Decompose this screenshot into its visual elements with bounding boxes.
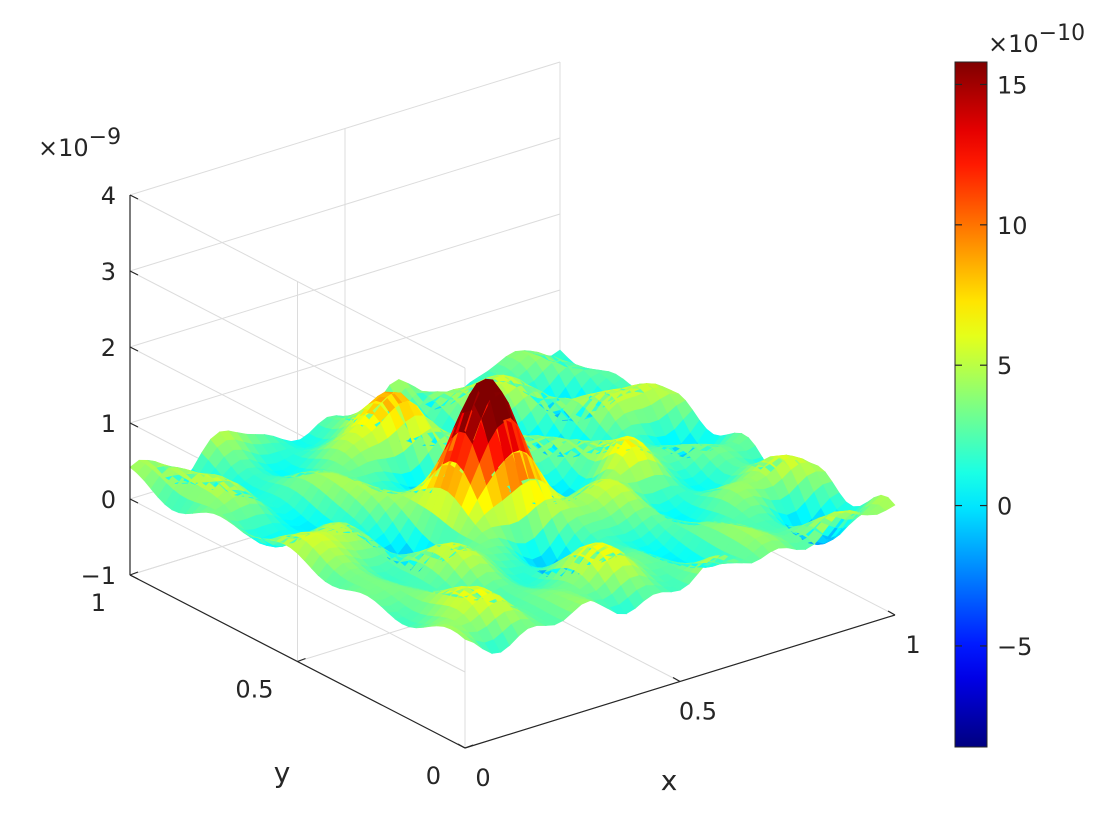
x-tick [457, 743, 466, 749]
x-tick [887, 610, 896, 616]
y-tick [129, 571, 139, 576]
svg-text:×10−10: ×10−10 [988, 21, 1085, 58]
surface-plot [129, 349, 896, 655]
colorbar-tick-label: 5 [997, 352, 1012, 380]
z-tick [129, 346, 139, 352]
colorbar-tick-label: 15 [997, 71, 1028, 99]
z-tick [129, 574, 139, 580]
y-tick [464, 744, 474, 749]
x-tick [672, 676, 681, 683]
z-tick [129, 498, 139, 504]
z-tick [129, 422, 139, 428]
z-tick-label: 4 [101, 182, 116, 210]
svg-text:×10−9: ×10−9 [38, 125, 121, 162]
z-tick [129, 194, 139, 200]
y-tick-label: 1 [91, 589, 106, 617]
y-axis-label: y [274, 756, 291, 789]
z-tick-label: 1 [101, 410, 116, 438]
colorbar-tick-label: 10 [997, 212, 1028, 240]
z-tick-label: 0 [101, 486, 116, 514]
z-tick-label: 2 [101, 334, 116, 362]
x-axis-label: x [661, 764, 678, 797]
colorbar-exponent-label: ×10−10 [988, 21, 1085, 58]
colorbar-tick-label: −5 [997, 633, 1032, 661]
colorbar-tick-label: 0 [997, 493, 1012, 521]
x-tick-label: 0.5 [679, 698, 717, 726]
z-tick-label: −1 [81, 562, 116, 590]
surface-patch [878, 496, 896, 511]
z-tick [129, 270, 139, 276]
colorbar [954, 61, 988, 748]
x-tick-label: 0 [475, 764, 490, 792]
y-tick-label: 0 [426, 762, 441, 790]
z-exponent-label: ×10−9 [38, 125, 121, 162]
y-tick-label: 0.5 [235, 676, 273, 704]
x-tick-label: 1 [905, 631, 920, 659]
z-tick-label: 3 [101, 258, 116, 286]
colorbar-ticks: −5 0 5 10 15 [955, 71, 1032, 661]
y-tick [297, 657, 306, 663]
